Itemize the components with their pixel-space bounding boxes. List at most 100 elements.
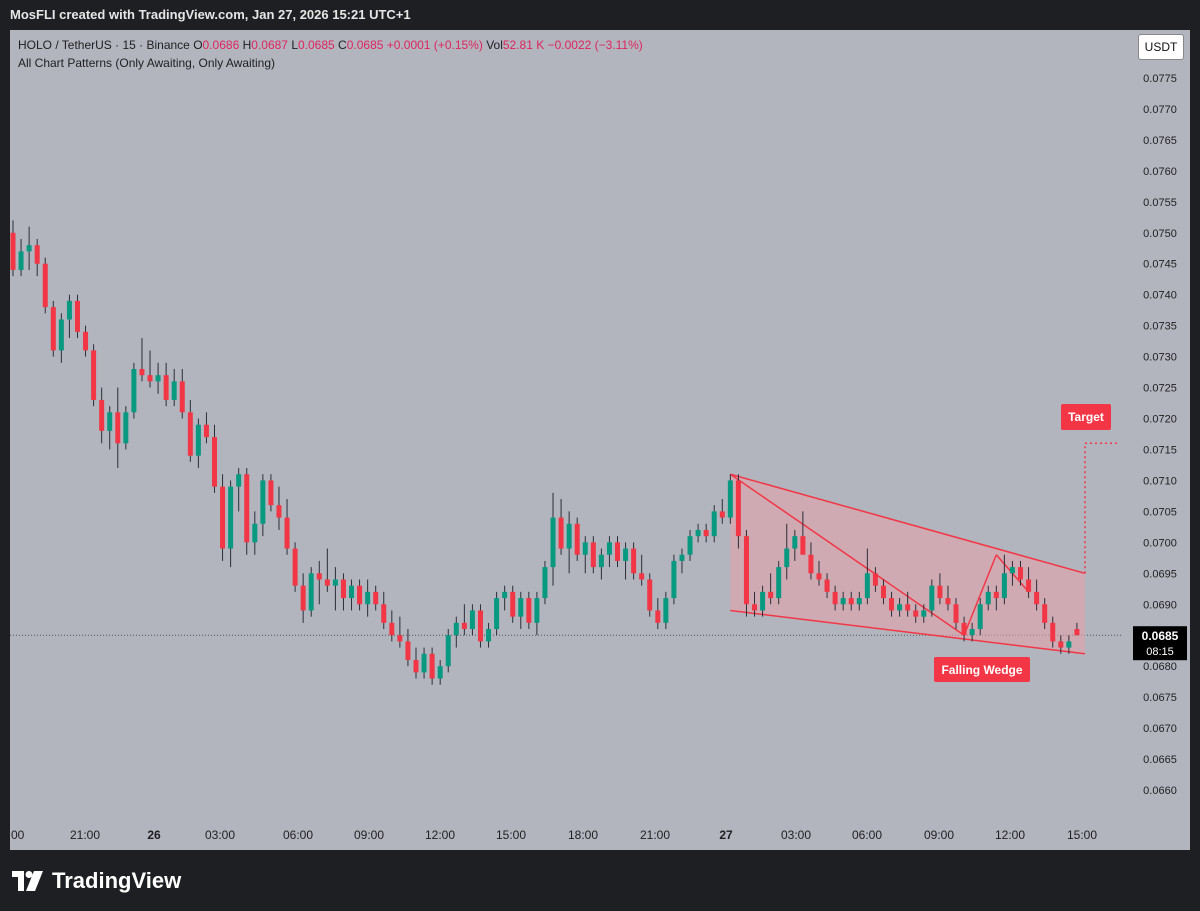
- candle-body[interactable]: [42, 263, 48, 308]
- candle-body[interactable]: [945, 598, 951, 605]
- candle-body[interactable]: [1018, 567, 1023, 580]
- candle-body[interactable]: [647, 579, 653, 611]
- candle-body[interactable]: [195, 424, 201, 456]
- candle-body[interactable]: [413, 659, 419, 673]
- candle-body[interactable]: [1026, 579, 1032, 592]
- candle-body[interactable]: [349, 585, 355, 599]
- candle-body[interactable]: [18, 251, 24, 270]
- candle-body[interactable]: [389, 622, 395, 636]
- candle-body[interactable]: [502, 591, 508, 599]
- candle-body[interactable]: [268, 480, 274, 506]
- candle-body[interactable]: [50, 307, 56, 351]
- candle-body[interactable]: [985, 591, 991, 605]
- candle-body[interactable]: [405, 641, 411, 660]
- candle-body[interactable]: [308, 573, 314, 611]
- candle-body[interactable]: [66, 300, 72, 320]
- candle-body[interactable]: [324, 579, 330, 586]
- candle-body[interactable]: [115, 412, 121, 444]
- candle-body[interactable]: [623, 548, 629, 561]
- candle-body[interactable]: [179, 381, 185, 413]
- candle-body[interactable]: [34, 245, 40, 264]
- wedge-upper-line[interactable]: [730, 473, 1086, 575]
- candle-body[interactable]: [1009, 567, 1015, 574]
- candle-body[interactable]: [131, 368, 137, 413]
- symbol-label[interactable]: HOLO / TetherUS · 15 · Binance: [18, 38, 190, 52]
- candle-body[interactable]: [760, 591, 766, 611]
- candle-body[interactable]: [606, 542, 612, 555]
- candle-body[interactable]: [776, 567, 782, 599]
- candle-body[interactable]: [220, 486, 226, 549]
- candle-body[interactable]: [840, 598, 846, 605]
- candle-body[interactable]: [590, 542, 596, 568]
- candle-body[interactable]: [421, 653, 427, 673]
- candle-body[interactable]: [228, 486, 234, 549]
- candle-body[interactable]: [719, 511, 725, 518]
- candle-body[interactable]: [727, 480, 733, 518]
- candle-body[interactable]: [800, 536, 806, 555]
- candle-body[interactable]: [937, 585, 943, 599]
- candle-body[interactable]: [953, 604, 959, 623]
- candle-body[interactable]: [147, 375, 153, 382]
- candle-body[interactable]: [655, 610, 661, 623]
- candle-body[interactable]: [768, 591, 774, 599]
- wedge-lower-line[interactable]: [730, 609, 1086, 655]
- candle-body[interactable]: [340, 579, 346, 599]
- candle-body[interactable]: [905, 604, 911, 611]
- candle-body[interactable]: [695, 529, 701, 537]
- candle-body[interactable]: [316, 573, 322, 580]
- candle-body[interactable]: [824, 579, 830, 592]
- candle-body[interactable]: [461, 622, 467, 630]
- candle-body[interactable]: [510, 591, 516, 617]
- candle-body[interactable]: [743, 536, 749, 605]
- candle-body[interactable]: [792, 536, 798, 549]
- candle-body[interactable]: [993, 591, 999, 599]
- candle-body[interactable]: [816, 573, 822, 580]
- candle-body[interactable]: [711, 511, 717, 537]
- candle-body[interactable]: [880, 585, 886, 599]
- candle-body[interactable]: [856, 598, 862, 605]
- candle-body[interactable]: [735, 480, 741, 537]
- candle-body[interactable]: [123, 412, 129, 444]
- candle-body[interactable]: [864, 573, 870, 599]
- candle-body[interactable]: [977, 604, 983, 630]
- wedge-inner-line[interactable]: [729, 473, 965, 636]
- candle-body[interactable]: [703, 529, 709, 537]
- candle-body[interactable]: [437, 666, 443, 679]
- candle-body[interactable]: [1042, 604, 1048, 623]
- indicator-label[interactable]: All Chart Patterns (Only Awaiting, Only …: [18, 56, 276, 70]
- candle-body[interactable]: [1034, 591, 1040, 605]
- candle-body[interactable]: [429, 653, 435, 679]
- candle-body[interactable]: [357, 585, 363, 605]
- candle-body[interactable]: [244, 474, 250, 543]
- candle-body[interactable]: [1074, 629, 1080, 636]
- candle-body[interactable]: [107, 412, 113, 431]
- candle-body[interactable]: [284, 517, 290, 549]
- pattern-label-box[interactable]: [934, 657, 1030, 682]
- candle-body[interactable]: [469, 610, 475, 630]
- candle-body[interactable]: [574, 523, 580, 555]
- candle-body[interactable]: [171, 381, 177, 400]
- candle-body[interactable]: [486, 629, 492, 642]
- candle-body[interactable]: [929, 585, 935, 611]
- candle-body[interactable]: [445, 635, 451, 667]
- candle-body[interactable]: [631, 548, 637, 574]
- candle-body[interactable]: [203, 424, 209, 438]
- candle-body[interactable]: [550, 517, 556, 568]
- tradingview-logo[interactable]: TradingView: [12, 868, 181, 894]
- candle-body[interactable]: [808, 554, 814, 574]
- candle-body[interactable]: [961, 622, 967, 636]
- candle-body[interactable]: [381, 604, 387, 623]
- price-tag-box[interactable]: [1133, 626, 1187, 661]
- candle-body[interactable]: [615, 542, 620, 561]
- candle-body[interactable]: [58, 319, 64, 351]
- currency-button[interactable]: USDT: [1138, 34, 1184, 60]
- candle-body[interactable]: [848, 598, 854, 605]
- chart-pane[interactable]: 0.0775 0.0770 0.0765 0.0760 0.0755 0.0750 0.07…: [10, 30, 1190, 850]
- candle-body[interactable]: [784, 548, 790, 568]
- candle-body[interactable]: [276, 505, 282, 518]
- candle-body[interactable]: [252, 523, 258, 543]
- candle-body[interactable]: [74, 300, 80, 332]
- candle-body[interactable]: [679, 554, 685, 561]
- candle-body[interactable]: [292, 548, 298, 586]
- candle-body[interactable]: [969, 629, 975, 636]
